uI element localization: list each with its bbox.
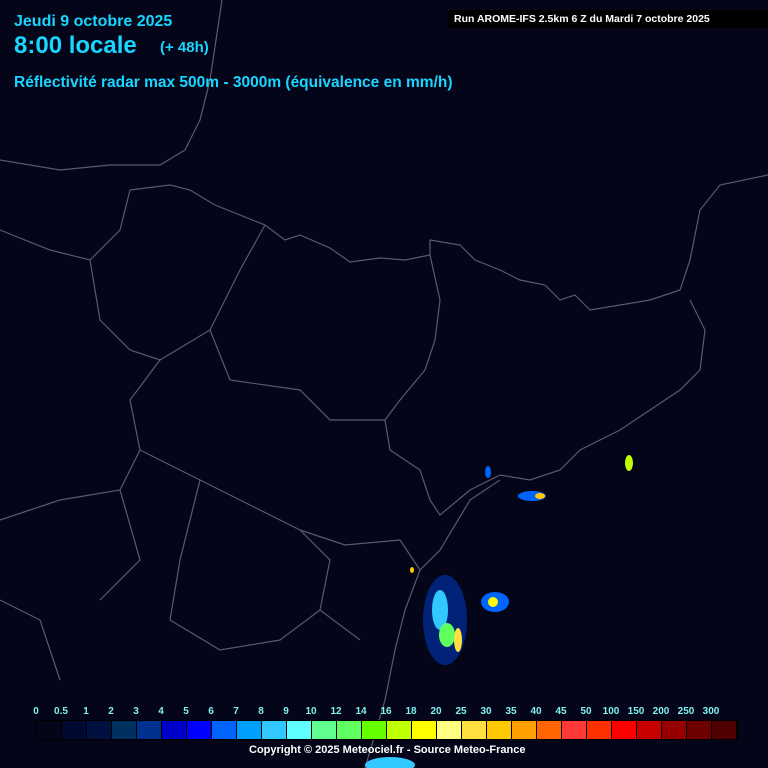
legend-label: 300 [702,706,720,717]
legend-swatch [337,721,362,739]
legend-label: 2 [108,706,114,717]
legend-swatch [387,721,412,739]
legend-swatch [712,721,737,739]
precipitation [365,455,633,768]
legend-swatch [412,721,437,739]
legend-label: 150 [627,706,645,717]
legend-swatch [537,721,562,739]
legend-swatch [587,721,612,739]
legend-swatch [162,721,187,739]
legend-label: 45 [555,706,567,717]
rain-cell [535,493,545,499]
run-info: Run AROME-IFS 2.5km 6 Z du Mardi 7 octob… [448,10,768,28]
legend-swatch [612,721,637,739]
parameter-title: Réflectivité radar max 500m - 3000m (équ… [14,74,453,91]
legend-swatch [637,721,662,739]
legend-swatch [187,721,212,739]
legend-label: 14 [355,706,367,717]
legend-label: 0.5 [54,706,68,717]
legend-swatch [437,721,462,739]
coast-mediterranean [399,479,501,571]
copyright: Copyright © 2025 Meteociel.fr - Source M… [249,744,526,756]
coastline-north [0,0,223,171]
legend-swatch [37,721,62,739]
legend-label: 5 [183,706,189,717]
forecast-date: Jeudi 9 octobre 2025 [14,13,173,30]
border-switzerland [384,254,706,516]
region-lines [0,189,401,681]
legend-label: 50 [580,706,592,717]
legend-label: 25 [455,706,467,717]
legend-label: 10 [305,706,317,717]
rain-cell [365,757,415,768]
legend-swatch [562,721,587,739]
legend-label: 200 [652,706,670,717]
legend-swatch [87,721,112,739]
legend-label: 1 [83,706,89,717]
legend-swatch [212,721,237,739]
legend-label: 250 [677,706,695,717]
legend-label: 20 [430,706,442,717]
legend-label: 7 [233,706,239,717]
legend-label: 0 [33,706,39,717]
rain-cell [485,466,491,478]
legend-swatch [687,721,712,739]
rain-cell [432,590,448,630]
legend-label: 16 [380,706,392,717]
legend-label: 18 [405,706,417,717]
legend-swatch [137,721,162,739]
rain-cell [410,567,414,573]
forecast-time: 8:00 locale [14,32,137,59]
rain-cell [625,455,633,471]
rain-cell [439,623,455,647]
lead-time: (+ 48h) [160,39,209,56]
border-belgium [129,174,768,311]
legend-swatch [312,721,337,739]
rain-cell [454,628,462,652]
legend-label: 6 [208,706,214,717]
legend-swatch [287,721,312,739]
legend-swatch [362,721,387,739]
color-legend [36,720,738,740]
legend-label: 35 [505,706,517,717]
legend-label: 3 [133,706,139,717]
legend-label: 9 [283,706,289,717]
legend-swatch [487,721,512,739]
legend-swatch [662,721,687,739]
legend-label: 12 [330,706,342,717]
legend-label: 30 [480,706,492,717]
legend-swatch [237,721,262,739]
rain-cell [488,597,498,607]
legend-swatch [62,721,87,739]
legend-label: 100 [602,706,620,717]
legend-swatch [262,721,287,739]
legend-label: 8 [258,706,264,717]
legend-label: 4 [158,706,164,717]
legend-labels: 0 0.5 1 2 3 4 5 6 7 8 9 10 12 14 16 18 20 25 30 35 40 45 50 100… [33,706,736,718]
legend-swatch [462,721,487,739]
legend-swatch [112,721,137,739]
legend-swatch [512,721,537,739]
legend-label: 40 [530,706,542,717]
